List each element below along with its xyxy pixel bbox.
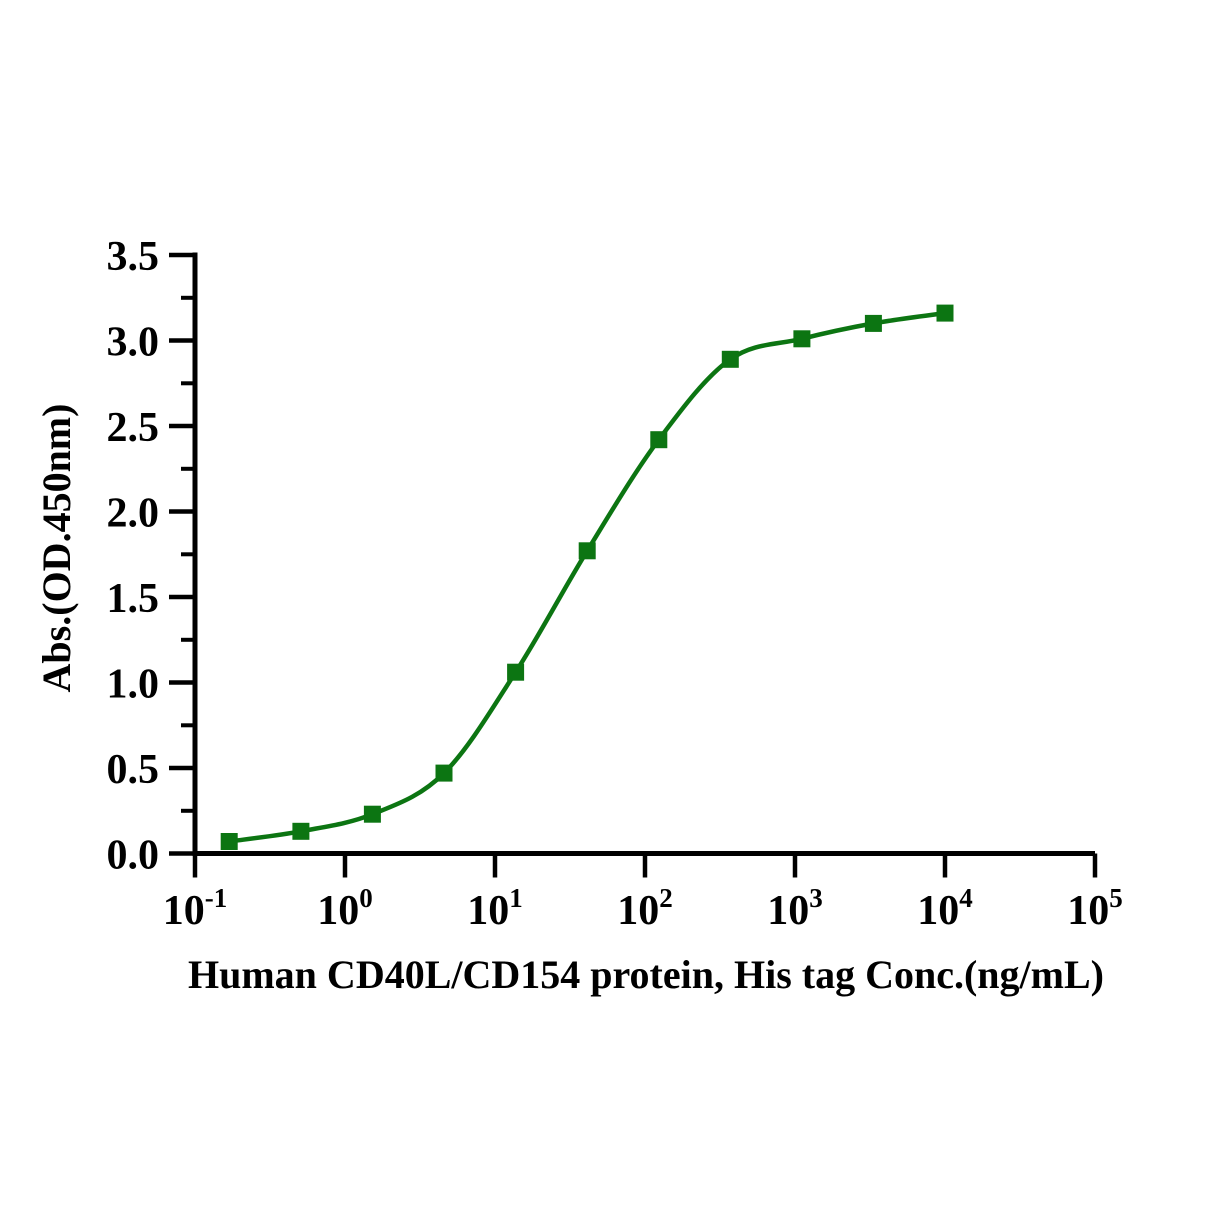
x-tick-label: 102 <box>617 883 673 934</box>
y-axis-title: Abs.(OD.450nm) <box>34 404 79 693</box>
data-point-marker <box>507 663 525 681</box>
y-tick-label: 0.0 <box>107 833 160 879</box>
data-point-marker <box>220 833 238 850</box>
y-tick-label: 0.5 <box>107 747 160 793</box>
data-point-marker <box>435 764 453 782</box>
axes-layer: 0.0 0.5 1.0 1.5 2.0 2.5 3.0 3.5 10-1 100 101 102 103… <box>107 234 1123 934</box>
x-axis-title: Human CD40L/CD154 protein, His tag Conc.… <box>188 952 1104 997</box>
y-tick-label: 2.5 <box>107 405 160 451</box>
data-point-marker <box>721 350 739 368</box>
x-tick-label: 101 <box>467 883 523 934</box>
x-tick-label: 103 <box>767 883 823 934</box>
data-point-marker <box>363 805 381 823</box>
series-layer <box>220 304 954 850</box>
data-point-marker <box>793 330 811 348</box>
y-tick-label: 3.5 <box>107 234 160 280</box>
data-point-marker <box>864 314 882 332</box>
x-tick-label: 104 <box>917 883 973 934</box>
dose-response-curve <box>228 310 946 844</box>
x-tick-label: 105 <box>1067 883 1123 934</box>
y-tick-label: 2.0 <box>107 491 160 537</box>
y-tick-label: 1.0 <box>107 662 160 708</box>
data-point-marker <box>578 542 596 560</box>
x-tick-label: 10-1 <box>163 883 228 934</box>
y-tick-label: 1.5 <box>107 576 160 622</box>
x-tick-label: 100 <box>317 883 373 934</box>
data-point-marker <box>650 431 668 449</box>
y-tick-label: 3.0 <box>107 320 160 366</box>
data-point-marker <box>936 304 954 322</box>
data-point-marker <box>292 822 310 840</box>
